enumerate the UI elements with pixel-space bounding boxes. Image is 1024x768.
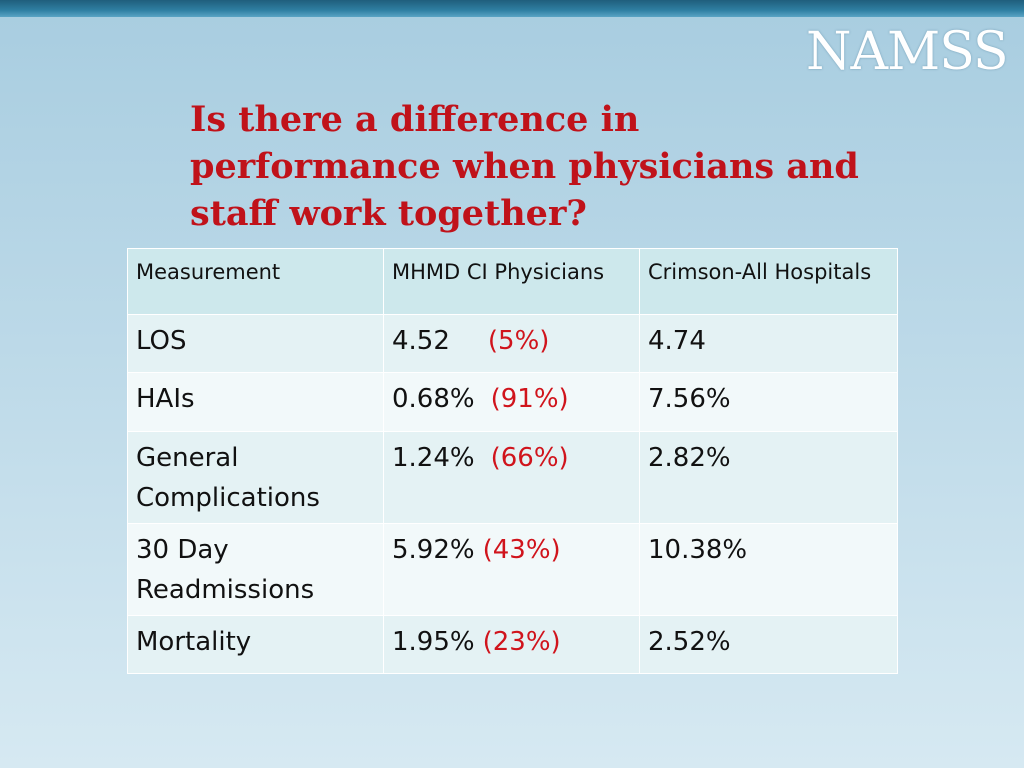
- cell-crimson: 2.82%: [639, 431, 898, 524]
- cell-crimson: 4.74: [639, 314, 898, 373]
- percent-change: (43%): [482, 535, 561, 565]
- cell-mhmd: 1.24% (66%): [383, 431, 640, 524]
- cell-mhmd: 4.52 (5%): [383, 314, 640, 373]
- table-row: Mortality 1.95% (23%) 2.52%: [127, 615, 898, 674]
- table-row: LOS 4.52 (5%) 4.74: [127, 314, 898, 373]
- cell-measurement: Mortality: [127, 615, 384, 674]
- mhmd-value: 1.95%: [392, 627, 475, 657]
- mhmd-value: 1.24%: [392, 443, 475, 473]
- top-accent-bar: [0, 0, 1024, 17]
- cell-crimson: 7.56%: [639, 372, 898, 432]
- cell-measurement: General Complications: [127, 431, 384, 524]
- table-row: HAIs 0.68% (91%) 7.56%: [127, 372, 898, 432]
- percent-change: (5%): [487, 326, 550, 356]
- cell-mhmd: 5.92% (43%): [383, 523, 640, 616]
- percent-change: (23%): [482, 627, 561, 657]
- mhmd-value: 4.52: [392, 326, 450, 356]
- namss-logo: NAMSS: [806, 22, 1009, 82]
- table-row: General Complications 1.24% (66%) 2.82%: [127, 431, 898, 524]
- cell-crimson: 2.52%: [639, 615, 898, 674]
- cell-measurement: HAIs: [127, 372, 384, 432]
- cell-mhmd: 1.95% (23%): [383, 615, 640, 674]
- header-measurement: Measurement: [127, 248, 384, 315]
- slide-title: Is there a difference in performance whe…: [190, 99, 859, 234]
- percent-change: (91%): [490, 384, 569, 414]
- cell-measurement: LOS: [127, 314, 384, 373]
- cell-crimson: 10.38%: [639, 523, 898, 616]
- percent-change: (66%): [490, 443, 569, 473]
- mhmd-value: 0.68%: [392, 384, 475, 414]
- comparison-table: Measurement MHMD CI Physicians Crimson-A…: [127, 248, 898, 674]
- header-mhmd-ci-physicians: MHMD CI Physicians: [383, 248, 640, 315]
- mhmd-value: 5.92%: [392, 535, 475, 565]
- table-row: 30 Day Readmissions 5.92% (43%) 10.38%: [127, 523, 898, 616]
- table-header-row: Measurement MHMD CI Physicians Crimson-A…: [127, 248, 898, 315]
- header-crimson-all-hospitals: Crimson-All Hospitals: [639, 248, 898, 315]
- cell-mhmd: 0.68% (91%): [383, 372, 640, 432]
- cell-measurement: 30 Day Readmissions: [127, 523, 384, 616]
